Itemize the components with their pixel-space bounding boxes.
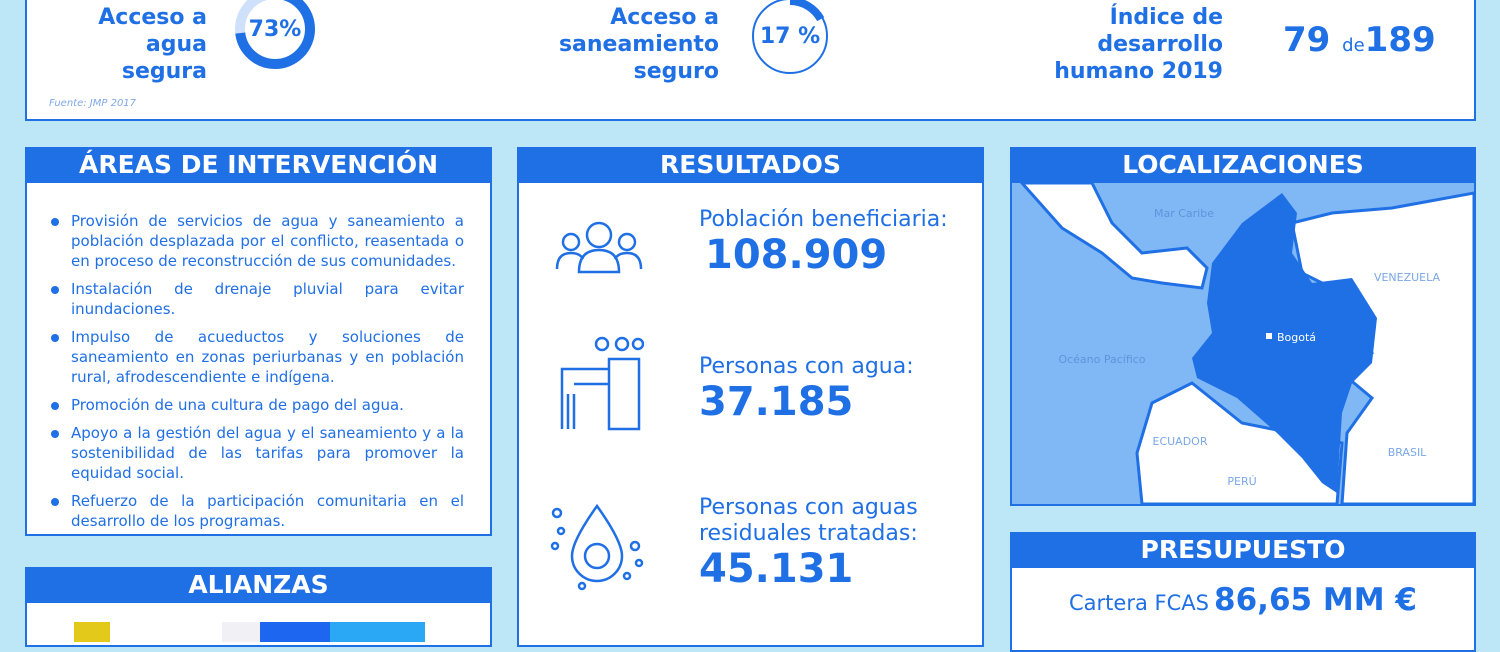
colombia-map: Mar Caribe Océano Pacífico Bogotá VENEZU…: [1012, 183, 1474, 504]
list-item: Apoyo a la gestión del agua y el saneami…: [51, 424, 464, 482]
list-item: Impulso de acueductos y soluciones de sa…: [51, 328, 464, 386]
budget-line: Cartera FCAS 86,65 MM €: [1069, 582, 1417, 618]
central-america: [1019, 183, 1209, 290]
people-icon: [555, 221, 643, 274]
water-access-value: 73%: [248, 16, 302, 42]
ecuador-peru: [1135, 381, 1344, 504]
sanitation-access-ring: 17 %: [749, 0, 831, 77]
water-recycle-icon: [550, 503, 644, 591]
faucet-icon: [560, 336, 644, 431]
resultados-panel: RESULTADOS Población beneficiaria: 108.90…: [517, 147, 984, 647]
partner-logo: [222, 622, 260, 642]
sanitation-access-label: Acceso a saneamiento seguro: [558, 5, 719, 84]
localizaciones-title: LOCALIZACIONES: [1010, 147, 1476, 183]
presupuesto-title: PRESUPUESTO: [1010, 532, 1476, 568]
capital-label: Bogotá: [1277, 331, 1316, 344]
alianzas-title: ALIANZAS: [25, 567, 492, 603]
list-item: Instalación de drenaje pluvial para evit…: [51, 280, 464, 318]
peru-label: PERÚ: [1227, 475, 1256, 488]
partner-logo: [74, 622, 110, 642]
hdi-value: 79 de189: [1283, 20, 1436, 60]
water-access-label: Acceso a agua segura: [98, 5, 207, 84]
resultados-title: RESULTADOS: [517, 147, 984, 183]
water-access-ring: 73%: [234, 0, 316, 70]
areas-title: ÁREAS DE INTERVENCIÓN: [25, 147, 492, 183]
venezuela-label: VENEZUELA: [1374, 271, 1441, 284]
sea-label: Mar Caribe: [1154, 207, 1214, 220]
ocean-label: Océano Pacífico: [1058, 353, 1145, 366]
result-beneficiaries: Población beneficiaria: 108.909: [699, 207, 948, 278]
source-note: Fuente: JMP 2017: [49, 98, 137, 109]
list-item: Promoción de una cultura de pago del agu…: [51, 395, 464, 415]
presupuesto-panel: PRESUPUESTO Cartera FCAS 86,65 MM €: [1010, 532, 1476, 652]
areas-list: Provisión de servicios de agua y saneami…: [27, 183, 490, 531]
brasil-label: BRASIL: [1388, 446, 1427, 459]
sanitation-access-value: 17 %: [759, 23, 821, 49]
result-wastewater: Personas con aguas residuales tratadas: 4…: [699, 495, 918, 592]
areas-panel: ÁREAS DE INTERVENCIÓN Provisión de servi…: [25, 147, 492, 536]
result-water: Personas con agua: 37.185: [699, 354, 914, 425]
list-item: Provisión de servicios de agua y saneami…: [51, 212, 464, 270]
alianzas-panel: ALIANZAS: [25, 567, 492, 647]
partner-logo: [330, 622, 425, 642]
hdi-label: Índice de desarrollo humano 2019: [1054, 5, 1223, 84]
indicators-panel: Acceso a agua segura 73% Acceso a saneam…: [25, 0, 1476, 121]
localizaciones-panel: LOCALIZACIONES Mar Caribe Océano Pacífic…: [1010, 147, 1476, 506]
ecuador-label: ECUADOR: [1153, 435, 1208, 448]
colombia: [1192, 193, 1377, 493]
list-item: Refuerzo de la participación comunitaria…: [51, 492, 464, 530]
